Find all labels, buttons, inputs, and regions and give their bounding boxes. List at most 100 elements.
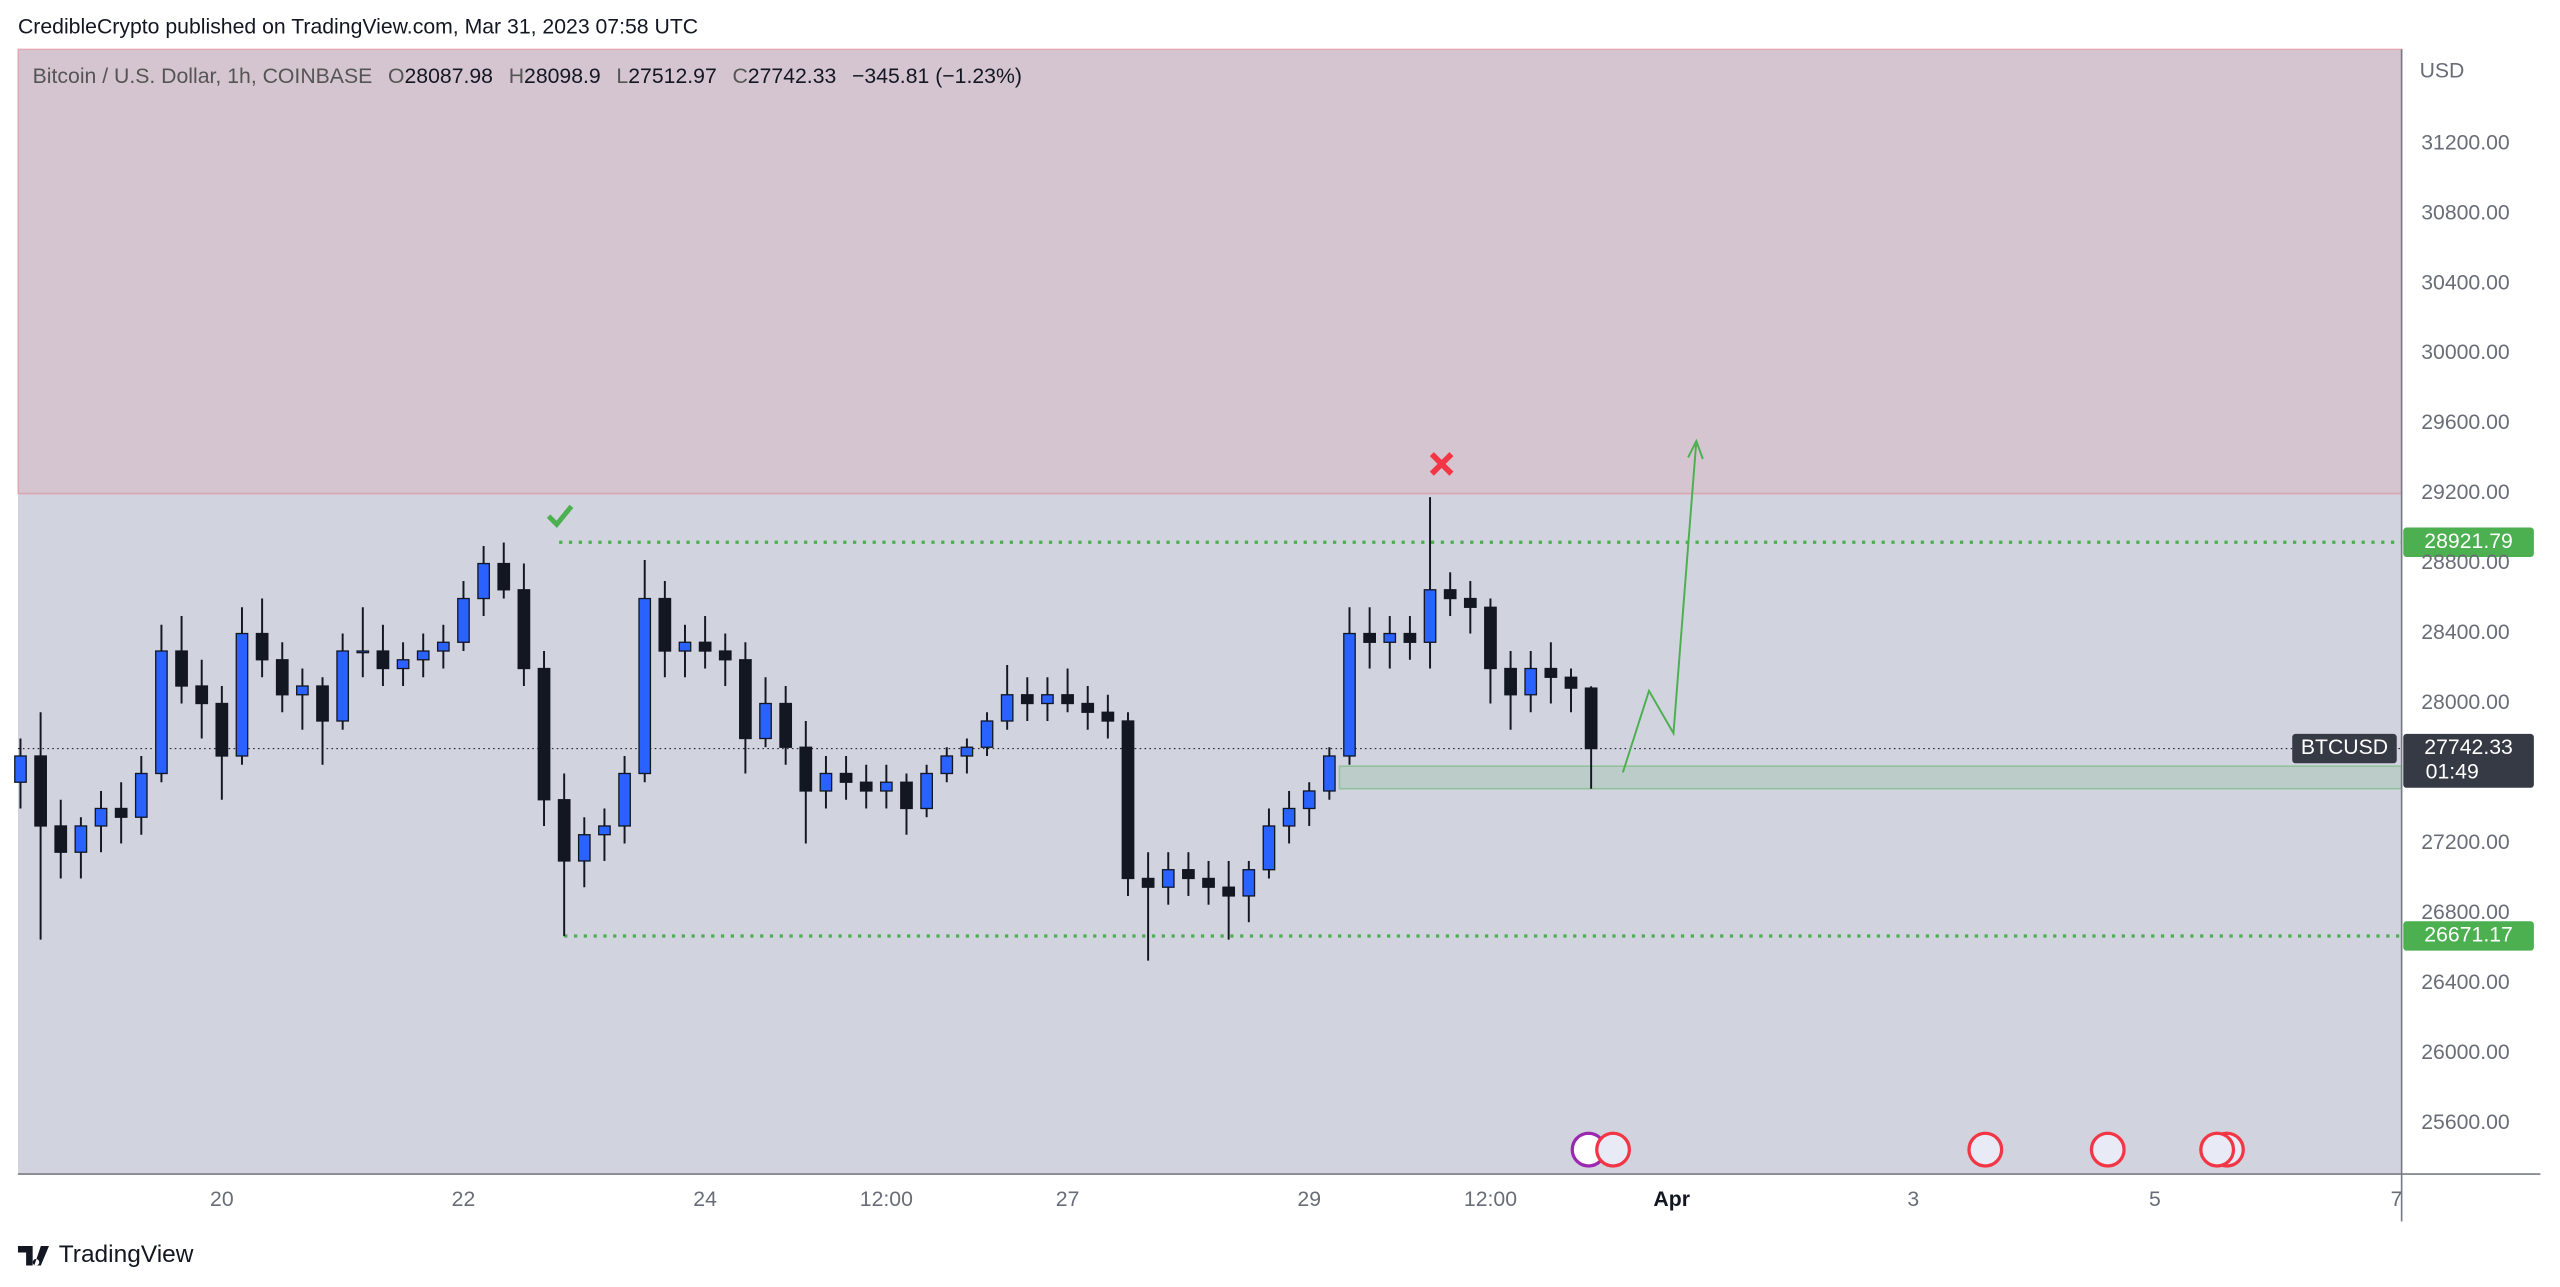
candle-body xyxy=(1041,694,1054,705)
x-tick-label: 12:00 xyxy=(860,1188,913,1211)
candle-body xyxy=(477,562,490,600)
candle-body xyxy=(94,807,108,827)
legend-key: C xyxy=(732,65,747,88)
countdown-label: 01:49 xyxy=(2426,761,2479,784)
candle-body xyxy=(940,755,954,775)
plot-background xyxy=(17,49,2402,1175)
candle-body xyxy=(638,597,652,775)
candle-body xyxy=(235,632,249,757)
y-tick-label: 29200.00 xyxy=(2421,481,2510,504)
y-tick-label: 26800.00 xyxy=(2421,901,2510,924)
y-tick-label: 27200.00 xyxy=(2421,831,2510,854)
check-mark xyxy=(546,504,574,528)
support-zone xyxy=(1338,765,2403,790)
legend-key: O xyxy=(388,65,405,88)
candle-body xyxy=(557,799,571,862)
x-tick-label: 24 xyxy=(693,1188,717,1211)
candle-body xyxy=(678,641,692,652)
legend-title: Bitcoin / U.S. Dollar, 1h, COINBASE xyxy=(33,65,373,88)
candle-body xyxy=(336,650,350,722)
candles xyxy=(14,497,1598,961)
candle-body xyxy=(618,772,631,827)
event-icons xyxy=(1570,1131,2245,1168)
currency-label: USD xyxy=(2420,60,2465,83)
legend-value: 27742.33 xyxy=(748,65,837,88)
candle-body xyxy=(275,659,289,696)
candle-body xyxy=(1242,869,1256,897)
candle-body xyxy=(1484,606,1497,670)
candle-body xyxy=(1161,869,1175,888)
candle-body xyxy=(14,755,27,783)
candle-body xyxy=(698,641,712,652)
candle-body xyxy=(1564,676,1578,689)
level-label-box xyxy=(2403,921,2534,951)
candle-body xyxy=(980,720,994,748)
axis-labels: 28921.79 26671.17 25600.00 26000.00 26400.00… xyxy=(210,131,2534,1211)
candle-body xyxy=(1262,825,1276,871)
y-tick-label: 28800.00 xyxy=(2421,551,2510,574)
level-label: 26671.17 xyxy=(2424,924,2513,947)
last-price-label: 27742.33 xyxy=(2424,736,2513,759)
x-tick-label: 22 xyxy=(452,1188,476,1211)
last-price-box xyxy=(2403,733,2534,788)
legend: Bitcoin / U.S. Dollar, 1h, COINBASE O280… xyxy=(33,65,1022,88)
candle-body xyxy=(396,659,410,670)
candle-body xyxy=(839,772,853,783)
candle-body xyxy=(1544,667,1558,678)
y-tick-label: 28400.00 xyxy=(2421,621,2510,644)
candle-body xyxy=(1322,755,1336,792)
candle-body xyxy=(718,650,732,661)
x-tick-label: 7 xyxy=(2391,1188,2403,1211)
candle-body xyxy=(598,825,611,836)
candle-body xyxy=(1504,667,1517,696)
candle-body xyxy=(759,702,772,740)
candle-body xyxy=(879,781,893,792)
legend-key: L xyxy=(616,65,628,88)
candle-body xyxy=(1524,667,1538,696)
candle-body xyxy=(1121,720,1135,880)
x-tick-label: 5 xyxy=(2149,1188,2161,1211)
candle-body xyxy=(920,772,933,810)
projection-arrowhead xyxy=(1687,438,1704,460)
candle-body xyxy=(900,781,913,810)
candle-body xyxy=(1343,632,1356,757)
candle-body xyxy=(1383,632,1397,643)
event-icon xyxy=(1967,1131,2004,1168)
x-tick-label: Apr xyxy=(1653,1188,1690,1211)
candle-body xyxy=(195,685,209,705)
y-tick-label: 30400.00 xyxy=(2421,271,2510,294)
cross-mark xyxy=(1429,452,1454,476)
candle-body xyxy=(1443,589,1457,600)
candle-body xyxy=(155,650,168,775)
candle-body xyxy=(54,825,68,853)
candle-body xyxy=(1202,877,1215,888)
candle-body xyxy=(376,650,390,670)
candle-body xyxy=(960,746,974,757)
candle-body xyxy=(296,685,309,696)
candle-body xyxy=(1000,694,1014,722)
candle-body xyxy=(1020,694,1034,705)
candle-body xyxy=(356,650,370,654)
x-tick-label: 27 xyxy=(1056,1188,1080,1211)
brand: TradingView xyxy=(59,1241,194,1268)
y-tick-label: 26000.00 xyxy=(2421,1041,2510,1064)
levels xyxy=(17,540,2402,938)
y-tick-label: 31200.00 xyxy=(2421,131,2510,154)
candle-body xyxy=(457,597,470,643)
legend-change: −345.81 (−1.23%) xyxy=(852,65,1022,88)
y-tick-label: 26400.00 xyxy=(2421,971,2510,994)
level-label: 28921.79 xyxy=(2424,530,2513,553)
candle-body xyxy=(859,781,873,792)
publisher-line: CredibleCrypto published on TradingView.… xyxy=(18,16,698,39)
candle-body xyxy=(134,772,148,818)
candle-body xyxy=(1182,869,1195,880)
candle-body xyxy=(537,667,551,801)
event-icon xyxy=(2199,1131,2236,1168)
event-icon xyxy=(2089,1131,2126,1168)
candle-body xyxy=(1363,632,1376,643)
candle-body xyxy=(1403,632,1417,643)
x-tick-label: 29 xyxy=(1297,1188,1321,1211)
x-tick-label: 20 xyxy=(210,1188,234,1211)
x-tick-label: 3 xyxy=(1907,1188,1919,1211)
candle-body xyxy=(819,772,833,792)
